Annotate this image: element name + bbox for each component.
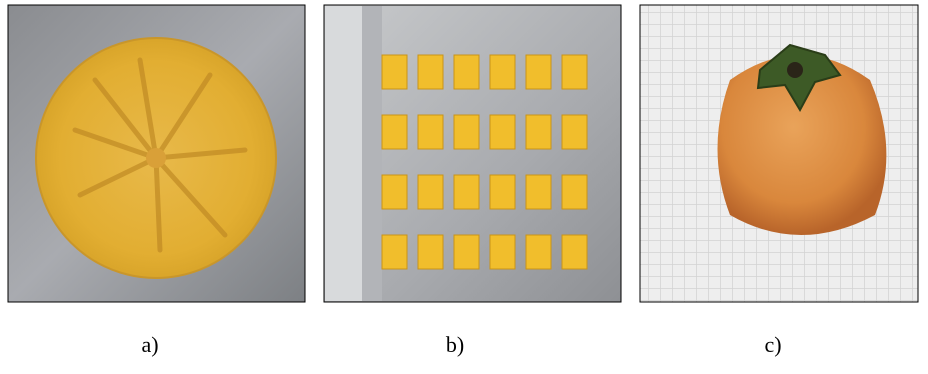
photo-c (639, 4, 919, 303)
fruit-cube (417, 54, 444, 90)
fruit-cube (453, 114, 480, 150)
fruit-cube (525, 54, 552, 90)
fruit-cube (381, 54, 408, 90)
fruit-cube (561, 54, 588, 90)
fruit-cube (381, 234, 408, 270)
fruit-cube (489, 114, 516, 150)
fruit-cube (417, 174, 444, 210)
fruit-cube (453, 234, 480, 270)
photo-a (7, 4, 306, 303)
fruit-cube (561, 114, 588, 150)
fruit-cube (381, 114, 408, 150)
panel-label: c) (764, 332, 781, 357)
fruit-cube (525, 234, 552, 270)
fruit-cube (453, 54, 480, 90)
fruit-cube (561, 234, 588, 270)
fruit-cube (525, 174, 552, 210)
fruit-cube (525, 114, 552, 150)
fruit-cube (453, 174, 480, 210)
fruit-cube (381, 174, 408, 210)
fruit-cube (489, 234, 516, 270)
fruit-cube (489, 54, 516, 90)
photo-b (323, 4, 622, 303)
fruit-cube (417, 114, 444, 150)
panel-label: a) (141, 332, 158, 357)
panel-label: b) (446, 332, 464, 357)
fruit-cube (489, 174, 516, 210)
fruit-cube (417, 234, 444, 270)
fruit-cube (561, 174, 588, 210)
